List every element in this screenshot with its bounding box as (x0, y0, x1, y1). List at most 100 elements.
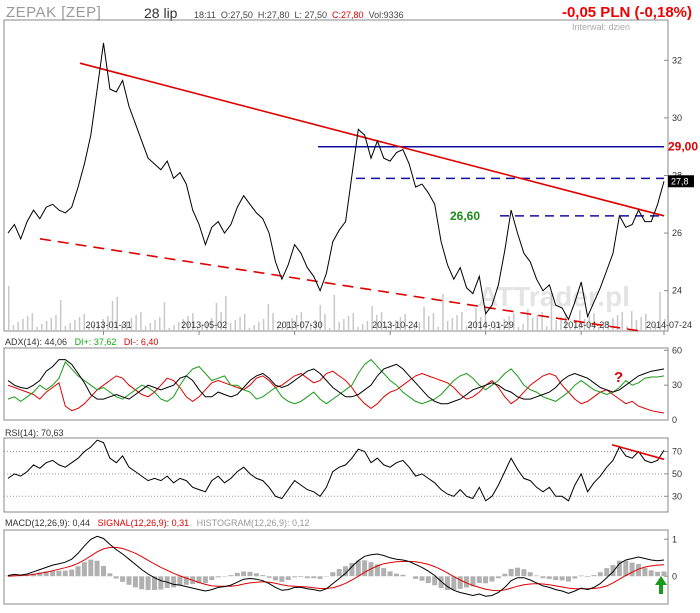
volume-bar (583, 319, 586, 331)
macd-histogram-bar (56, 570, 62, 577)
volume-bar (244, 314, 246, 331)
quote-time: 18:11 (194, 10, 216, 20)
volume-bar (206, 321, 208, 331)
volume-bar (631, 311, 633, 331)
macd-histogram-bar (464, 576, 469, 588)
macd-histogram-bar (43, 571, 49, 577)
adx-panel-frame (3, 347, 669, 421)
histogram-legend: HISTOGRAM(12,26,9): 0,12 (196, 518, 310, 528)
signal-legend: SIGNAL(12,26,9): 0,31 (97, 518, 190, 528)
level-26-6-label: 26,60 (450, 209, 480, 223)
volume-bar (541, 312, 543, 331)
macd-histogram-bar (311, 576, 317, 579)
volume-bar (423, 307, 425, 331)
adx-y-tick-label: 30 (672, 380, 682, 390)
volume-bar (149, 323, 152, 331)
volume-bar (168, 328, 170, 331)
macd-histogram-bar (636, 564, 641, 577)
volume-bar (432, 313, 435, 331)
downtrend-line (79, 62, 665, 217)
macd-histogram-bar (62, 570, 68, 577)
macd-histogram-bar (152, 576, 157, 590)
macd-panel-frame (3, 529, 669, 605)
volume-bar (74, 320, 76, 331)
volume-bar (107, 316, 109, 331)
volume-bar (305, 326, 307, 331)
price-y-tick-label: 32 (672, 55, 682, 65)
volume-bar (163, 302, 166, 331)
macd-histogram-bar (521, 569, 527, 577)
volume-bar (428, 316, 430, 331)
price-x-tick-label: 2014-04-28 (563, 320, 609, 330)
macd-histogram-bar (113, 576, 119, 579)
volume-bar (352, 313, 354, 331)
volume-bar (357, 327, 359, 331)
macd-histogram-bar (266, 576, 272, 578)
volume-bar (494, 325, 496, 331)
macd-histogram-bar (655, 571, 661, 577)
volume-bar (102, 319, 104, 331)
di-plus-line (7, 358, 665, 405)
macd-histogram-bar (495, 576, 501, 579)
macd-histogram-bar (508, 568, 514, 577)
macd-histogram-bar (591, 575, 597, 577)
macd-histogram-bar (597, 572, 603, 577)
price-y-tick-label: 24 (672, 286, 682, 296)
volume-bar (55, 315, 57, 331)
volume-bar (654, 325, 657, 331)
macd-histogram-bar (451, 576, 457, 590)
volume-bar (328, 328, 331, 331)
volume-bar (59, 300, 62, 331)
volume-bar (64, 326, 67, 331)
volume-bar (409, 328, 411, 331)
macd-histogram-bar (279, 576, 285, 582)
rsi-legend: RSI(14): 70,63 (5, 428, 64, 438)
volume-bar (597, 327, 600, 331)
volume-bar (645, 314, 647, 331)
volume-bar (12, 325, 15, 331)
volume-bar (531, 318, 534, 331)
macd-histogram-bar (330, 572, 336, 577)
volume-bar (498, 322, 501, 331)
lower-channel-line (39, 238, 641, 332)
volume-bar (569, 328, 572, 331)
price-x-tick-label: 2014-01-29 (468, 320, 514, 330)
macd-histogram-bar (88, 559, 94, 577)
ticker-symbol: ZEPAK [ZEP] (6, 4, 102, 21)
volume-bar (159, 317, 161, 331)
volume-bar (442, 294, 444, 331)
volume-bar (286, 321, 288, 331)
volume-bar (22, 319, 24, 331)
volume-bar (607, 321, 609, 331)
volume-bar (111, 301, 114, 331)
volume-bar (144, 326, 147, 331)
price-x-tick-label: 2014-07-24 (646, 320, 692, 330)
macd-histogram-bar (343, 566, 348, 577)
volume-bar (347, 316, 350, 331)
rsi-y-tick-label: 30 (672, 491, 682, 501)
macd-histogram-bar (209, 576, 215, 580)
macd-histogram-bar (400, 574, 406, 577)
volume-bar (215, 303, 218, 331)
volume-bar (31, 313, 34, 331)
macd-signal-line (7, 546, 665, 592)
open-value: O:27,50 (220, 10, 253, 20)
volume-bar (503, 319, 505, 331)
price-y-tick-label: 26 (672, 228, 682, 238)
macd-histogram-bar (202, 576, 208, 583)
macd-histogram-bar (260, 575, 266, 577)
volume-bar (229, 323, 232, 331)
macd-histogram-bar (432, 576, 438, 586)
volume-bar (522, 324, 524, 331)
price-x-tick-label: 2013-05-02 (181, 320, 227, 330)
macd-histogram-bar (349, 562, 355, 577)
volume-bar (295, 315, 298, 331)
macd-histogram-bar (101, 565, 106, 577)
di-plus-legend: DI+: 37,62 (74, 337, 117, 347)
macd-histogram-bar (247, 571, 253, 577)
volume-bar (253, 325, 255, 331)
volume-bar (272, 313, 274, 331)
macd-histogram-bar (489, 576, 495, 582)
adx-y-tick-label: 0 (672, 415, 677, 425)
